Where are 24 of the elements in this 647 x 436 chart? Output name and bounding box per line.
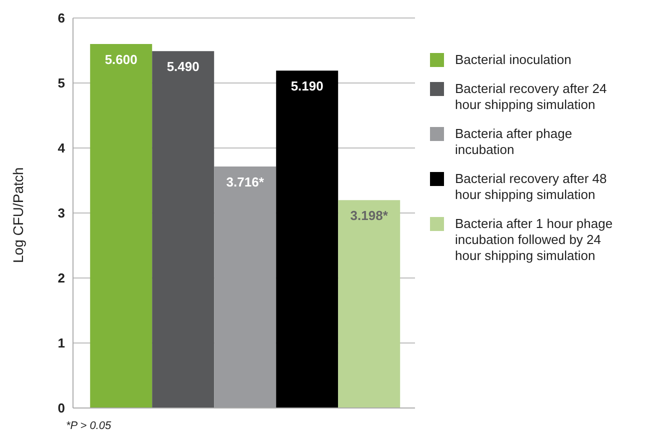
bar xyxy=(152,51,214,408)
bar xyxy=(214,166,276,408)
bar xyxy=(90,44,152,408)
text: *P > 0.05 xyxy=(66,420,112,432)
y-tick-label: 0 xyxy=(58,400,65,416)
legend-label: Bacteria after phage incubation xyxy=(455,126,574,158)
data-label: 5.190 xyxy=(290,78,324,94)
bar xyxy=(276,70,338,408)
y-tick-label: 5 xyxy=(58,76,65,91)
y-tick-label: 4 xyxy=(58,140,66,156)
legend-label: Bacterial inoculation xyxy=(455,52,572,68)
y-tick-label: 3 xyxy=(58,206,65,221)
y-axis-title: Log CFU/Patch xyxy=(10,167,26,263)
legend-label: Bacterial recovery after 48 hour shipping simulation xyxy=(455,171,608,203)
y-tick-label: 1 xyxy=(58,336,65,351)
data-label: 3.716* xyxy=(226,174,265,190)
legend-label: Bacterial recovery after 24 hour shipping simulation xyxy=(455,81,608,113)
data-label: 3.198* xyxy=(350,208,389,224)
data-label: 5.600 xyxy=(104,52,138,67)
legend-label: Bacteria after 1 hour phage incubation followed by 24 hour shipping simulation xyxy=(455,216,614,264)
y-tick-label: 2 xyxy=(58,270,65,286)
data-label: 5.490 xyxy=(166,59,200,74)
bar xyxy=(338,200,400,408)
y-tick-label: 6 xyxy=(58,10,65,26)
